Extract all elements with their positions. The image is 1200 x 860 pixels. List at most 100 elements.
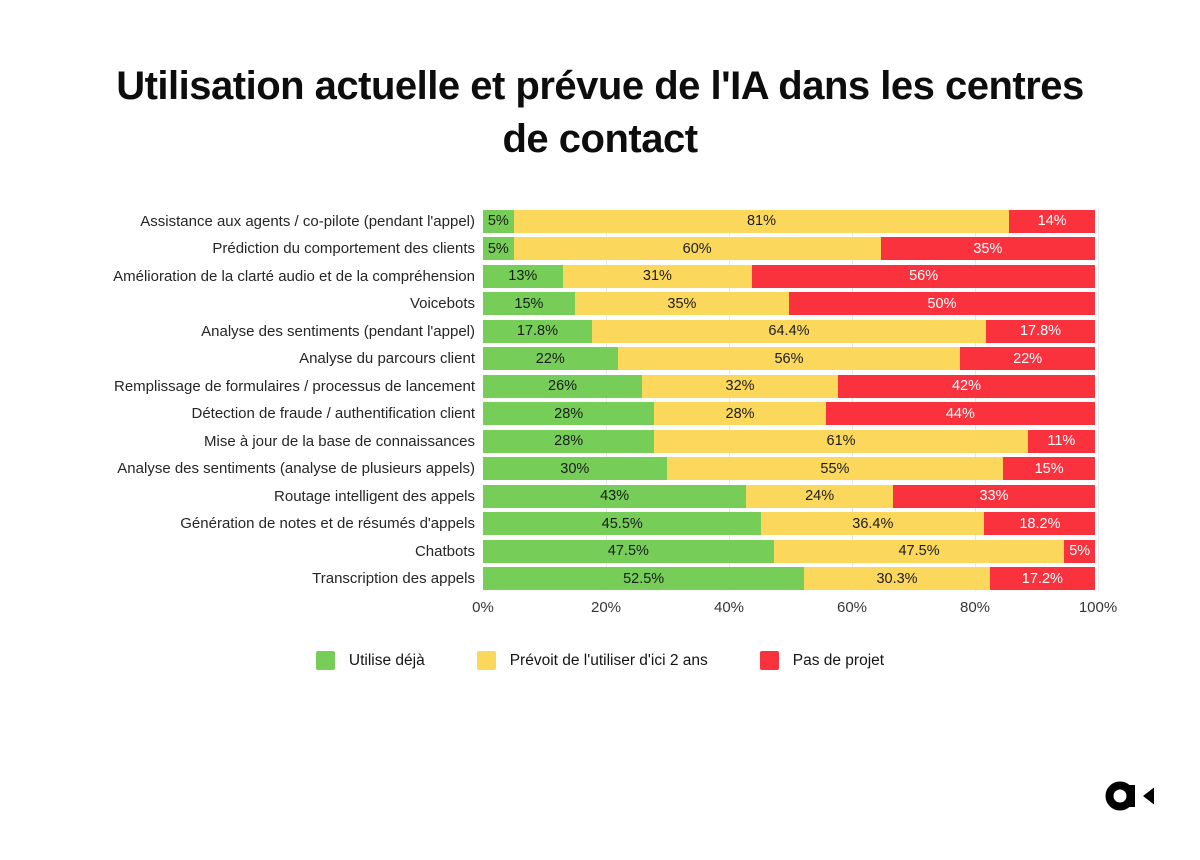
legend: Utilise déjà Prévoit de l'utiliser d'ici … (0, 651, 1200, 671)
bar-segment: 28% (483, 402, 655, 426)
bar-segment: 15% (483, 292, 575, 316)
bar-segment: 31% (562, 264, 753, 288)
bar-row: Chatbots 47.5% 47.5% 5% (85, 539, 1095, 563)
bar-track: 5% 81% 14% (483, 209, 1095, 233)
bar-segment: 28% (654, 402, 826, 426)
category-label: Remplissage de formulaires / processus d… (113, 377, 475, 395)
bar-track: 45.5% 36.4% 18.2% (483, 512, 1095, 536)
bar-track: 28% 28% 44% (483, 402, 1095, 426)
legend-item: Pas de projet (759, 651, 885, 671)
bar-segment: 17.2% (989, 567, 1095, 591)
gridline (729, 209, 730, 591)
bar-segment: 45.5% (483, 512, 762, 536)
bar-row: Prédiction du comportement des clients 5%… (85, 237, 1095, 261)
legend-label: Prévoit de l'utiliser d'ici 2 ans (509, 651, 708, 669)
bar-row: Détection de fraude / authentification c… (85, 402, 1095, 426)
chart-title: Utilisation actuelle et prévue de l'IA d… (116, 64, 1084, 161)
bar-row: Génération de notes et de résumés d'appe… (85, 512, 1095, 536)
bar-row: Transcription des appels 52.5% 30.3% 17.2% (85, 567, 1095, 591)
bar-track: 13% 31% 56% (483, 264, 1095, 288)
category-label: Analyse du parcours client (299, 350, 475, 368)
gridline (606, 209, 607, 591)
bar-segment: 42% (837, 374, 1095, 398)
bar-row: Remplissage de formulaires / processus d… (85, 374, 1095, 398)
bar-segment: 33% (893, 484, 1095, 508)
bar-segment: 15% (1003, 457, 1095, 481)
bar-segment: 5% (1064, 539, 1095, 563)
bar-segment: 18.2% (984, 512, 1095, 536)
bar-segment: 24% (746, 484, 894, 508)
legend-item: Prévoit de l'utiliser d'ici 2 ans (476, 651, 708, 671)
bar-segment: 14% (1009, 209, 1095, 233)
bar-row: Analyse des sentiments (pendant l'appel)… (85, 319, 1095, 343)
bar-track: 30% 55% 15% (483, 457, 1095, 481)
category-label: Analyse des sentiments (pendant l'appel) (201, 322, 475, 340)
x-axis-tick: 40% (713, 599, 745, 617)
bar-track: 5% 60% 35% (483, 237, 1095, 261)
x-axis-tick: 20% (590, 599, 622, 617)
x-axis-tick: 60% (836, 599, 868, 617)
bar-segment: 17.8% (986, 319, 1095, 343)
bar-segment: 26% (483, 374, 643, 398)
bar-segment: 56% (617, 347, 961, 371)
bar-segment: 36.4% (761, 512, 985, 536)
bar-row: Mise à jour de la base de connaissances 2… (85, 429, 1095, 453)
bar-row: Assistance aux agents / co-pilote (penda… (85, 209, 1095, 233)
bar-segment: 5% (483, 237, 514, 261)
bar-track: 43% 24% 33% (483, 484, 1095, 508)
bar-row: Analyse du parcours client 22% 56% 22% (85, 347, 1095, 371)
gridline (975, 209, 976, 591)
legend-label: Utilise déjà (348, 651, 425, 669)
bar-segment: 32% (642, 374, 838, 398)
legend-swatch (759, 651, 779, 671)
bar-rows: Assistance aux agents / co-pilote (penda… (85, 209, 1095, 591)
bar-track: 26% 32% 42% (483, 374, 1095, 398)
category-label: Chatbots (414, 542, 475, 560)
bar-track: 28% 61% 11% (483, 429, 1095, 453)
legend-label: Pas de projet (792, 651, 885, 669)
legend-swatch (315, 651, 335, 671)
x-axis-tick: 0% (472, 599, 494, 617)
category-label: Génération de notes et de résumés d'appe… (180, 515, 475, 533)
bar-segment: 60% (513, 237, 881, 261)
bar-segment: 35% (880, 237, 1095, 261)
bar-segment: 56% (752, 264, 1095, 288)
brand-logo-icon (1105, 781, 1154, 811)
bar-segment: 50% (788, 292, 1095, 316)
category-label: Assistance aux agents / co-pilote (penda… (140, 212, 475, 230)
brand-logo (1105, 776, 1155, 816)
bar-segment: 22% (960, 347, 1095, 371)
x-axis-tick: 100% (1078, 599, 1118, 617)
bar-segment: 55% (666, 457, 1004, 481)
bar-row: Amélioration de la clarté audio et de la… (85, 264, 1095, 288)
bar-track: 15% 35% 50% (483, 292, 1095, 316)
category-label: Voicebots (409, 295, 475, 313)
x-axis-tick: 80% (959, 599, 991, 617)
bar-row: Analyse des sentiments (analyse de plusi… (85, 457, 1095, 481)
bar-segment: 5% (483, 209, 514, 233)
bar-segment: 11% (1027, 429, 1095, 453)
gridlines (483, 209, 1099, 591)
category-label: Amélioration de la clarté audio et de la… (113, 267, 475, 285)
category-label: Détection de fraude / authentification c… (191, 405, 475, 423)
bar-segment: 22% (483, 347, 618, 371)
bar-segment: 64.4% (591, 319, 987, 343)
x-axis: 0% 20% 40% 60% 80% 100% (472, 597, 1117, 619)
category-label: Analyse des sentiments (analyse de plusi… (117, 460, 475, 478)
bar-segment: 81% (513, 209, 1010, 233)
bar-track: 22% 56% 22% (483, 347, 1095, 371)
bar-row: Routage intelligent des appels 43% 24% 33% (85, 484, 1095, 508)
category-label: Prédiction du comportement des clients (212, 240, 475, 258)
category-label: Routage intelligent des appels (274, 487, 475, 505)
bar-segment: 17.8% (483, 319, 592, 343)
bar-segment: 30% (483, 457, 667, 481)
bar-track: 47.5% 47.5% 5% (483, 539, 1095, 563)
stacked-bar-chart: Assistance aux agents / co-pilote (penda… (85, 209, 1117, 620)
bar-segment: 44% (825, 402, 1095, 426)
legend-item: Utilise déjà (315, 651, 425, 671)
legend-swatch (476, 651, 496, 671)
bar-segment: 28% (483, 429, 655, 453)
bar-segment: 30.3% (804, 567, 990, 591)
category-label: Transcription des appels (312, 570, 475, 588)
bar-segment: 47.5% (773, 539, 1065, 563)
